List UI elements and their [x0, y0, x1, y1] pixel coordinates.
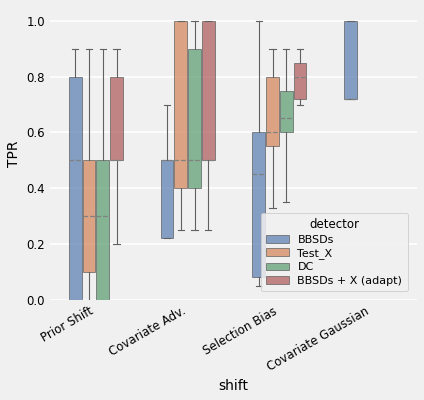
PathPatch shape: [294, 63, 307, 99]
PathPatch shape: [252, 132, 265, 278]
PathPatch shape: [266, 77, 279, 146]
PathPatch shape: [280, 91, 293, 132]
PathPatch shape: [96, 160, 109, 300]
X-axis label: shift: shift: [218, 379, 248, 393]
PathPatch shape: [174, 21, 187, 188]
PathPatch shape: [202, 21, 215, 160]
PathPatch shape: [83, 160, 95, 272]
PathPatch shape: [69, 77, 81, 300]
PathPatch shape: [188, 49, 201, 188]
PathPatch shape: [344, 21, 357, 99]
PathPatch shape: [161, 160, 173, 238]
PathPatch shape: [110, 77, 123, 160]
Legend: BBSDs, Test_X, DC, BBSDs + X (adapt): BBSDs, Test_X, DC, BBSDs + X (adapt): [261, 213, 408, 291]
Y-axis label: TPR: TPR: [7, 140, 21, 167]
